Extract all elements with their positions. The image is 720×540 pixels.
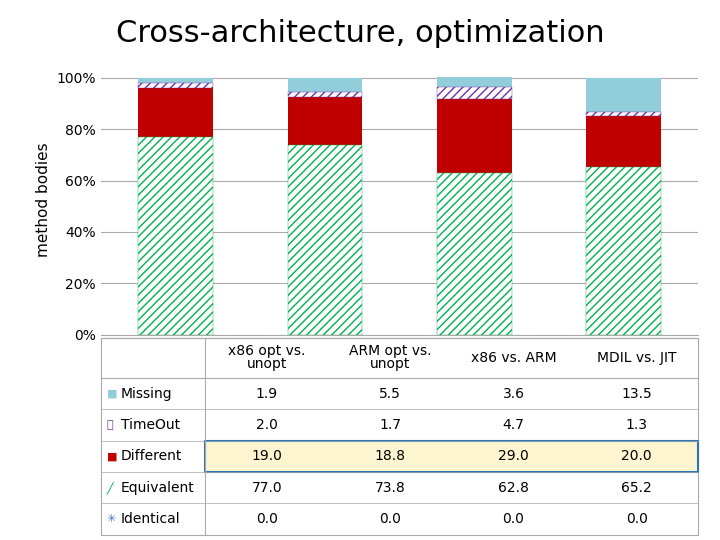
Text: ■: ■ <box>107 389 117 399</box>
Text: ⧸: ⧸ <box>107 420 113 430</box>
Text: x86 vs. ARM: x86 vs. ARM <box>471 351 557 364</box>
Text: 0.0: 0.0 <box>626 512 648 526</box>
Y-axis label: method bodies: method bodies <box>36 143 51 257</box>
Bar <box>287 145 362 335</box>
Text: TimeOut: TimeOut <box>121 418 180 432</box>
Bar <box>437 77 512 86</box>
Text: 1.9: 1.9 <box>256 387 278 401</box>
Text: 0.0: 0.0 <box>379 512 401 526</box>
Bar <box>437 173 512 335</box>
Text: unopt: unopt <box>247 357 287 371</box>
Bar <box>138 137 213 335</box>
Bar <box>138 78 213 83</box>
Text: 2.0: 2.0 <box>256 418 278 432</box>
Text: 29.0: 29.0 <box>498 449 528 463</box>
Bar <box>287 97 362 145</box>
Text: 1.7: 1.7 <box>379 418 401 432</box>
Text: 18.8: 18.8 <box>374 449 405 463</box>
Bar <box>437 99 512 173</box>
Text: 3.6: 3.6 <box>503 387 524 401</box>
Text: 5.5: 5.5 <box>379 387 401 401</box>
Text: 19.0: 19.0 <box>251 449 282 463</box>
Bar <box>138 83 213 88</box>
Bar <box>287 92 362 97</box>
Text: ✳: ✳ <box>107 514 116 524</box>
Bar <box>586 112 661 116</box>
Text: 77.0: 77.0 <box>251 481 282 495</box>
Text: 65.2: 65.2 <box>621 481 652 495</box>
Text: 1.3: 1.3 <box>626 418 648 432</box>
Text: MDIL vs. JIT: MDIL vs. JIT <box>597 351 677 364</box>
Bar <box>586 116 661 167</box>
Text: unopt: unopt <box>370 357 410 371</box>
Bar <box>287 145 362 335</box>
Text: 20.0: 20.0 <box>621 449 652 463</box>
Bar <box>138 88 213 137</box>
Text: ■: ■ <box>107 451 117 461</box>
Text: Missing: Missing <box>121 387 173 401</box>
Text: ╱: ╱ <box>107 481 113 494</box>
Bar <box>586 112 661 116</box>
Bar <box>586 78 661 112</box>
Bar <box>437 86 512 99</box>
Text: 0.0: 0.0 <box>503 512 524 526</box>
Bar <box>287 78 362 92</box>
Bar <box>586 167 661 335</box>
Bar <box>287 92 362 97</box>
Text: 62.8: 62.8 <box>498 481 529 495</box>
Bar <box>437 173 512 335</box>
Text: Identical: Identical <box>121 512 181 526</box>
Bar <box>138 83 213 88</box>
Text: 13.5: 13.5 <box>621 387 652 401</box>
Text: x86 opt vs.: x86 opt vs. <box>228 345 305 358</box>
Text: Different: Different <box>121 449 182 463</box>
Text: Cross-architecture, optimization: Cross-architecture, optimization <box>116 19 604 48</box>
Bar <box>437 86 512 99</box>
Text: 0.0: 0.0 <box>256 512 278 526</box>
Text: 4.7: 4.7 <box>503 418 524 432</box>
Text: ARM opt vs.: ARM opt vs. <box>349 345 431 358</box>
Text: 73.8: 73.8 <box>375 481 405 495</box>
Bar <box>586 167 661 335</box>
Text: Equivalent: Equivalent <box>121 481 194 495</box>
Bar <box>138 137 213 335</box>
